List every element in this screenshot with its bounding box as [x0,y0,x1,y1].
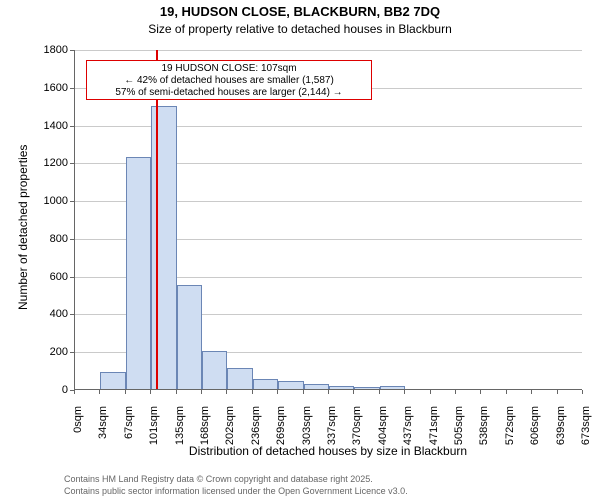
histogram-bar [253,379,278,389]
y-axis-label: Number of detached properties [16,145,30,310]
xtick-mark [480,390,481,394]
xtick-mark [557,390,558,394]
xtick-label: 370sqm [351,406,363,450]
xtick-mark [379,390,380,394]
footer-line1: Contains HM Land Registry data © Crown c… [64,474,373,484]
xtick-mark [201,390,202,394]
ytick-mark [70,314,74,315]
xtick-mark [252,390,253,394]
xtick-label: 202sqm [224,406,236,450]
ytick-label: 600 [28,271,68,283]
xtick-mark [506,390,507,394]
ytick-label: 1000 [28,195,68,207]
xtick-label: 673sqm [580,406,592,450]
histogram-bar [202,351,227,389]
xtick-label: 471sqm [428,406,440,450]
annotation-box: 19 HUDSON CLOSE: 107sqm ← 42% of detache… [86,60,372,100]
annotation-line3: 57% of semi-detached houses are larger (… [91,87,367,99]
xtick-mark [430,390,431,394]
ytick-label: 800 [28,233,68,245]
annotation-line1: 19 HUDSON CLOSE: 107sqm [91,63,367,75]
xtick-label: 236sqm [250,406,262,450]
xtick-mark [531,390,532,394]
ytick-mark [70,239,74,240]
xtick-label: 639sqm [555,406,567,450]
ytick-mark [70,50,74,51]
xtick-label: 538sqm [478,406,490,450]
histogram-bar [278,381,303,390]
histogram-bar [354,387,379,389]
xtick-label: 101sqm [148,406,160,450]
histogram-bar [126,157,151,389]
xtick-mark [74,390,75,394]
ytick-label: 200 [28,346,68,358]
xtick-mark [277,390,278,394]
ytick-mark [70,88,74,89]
xtick-label: 34sqm [97,406,109,450]
histogram-bar [329,386,354,389]
xtick-mark [303,390,304,394]
xtick-mark [150,390,151,394]
xtick-label: 437sqm [402,406,414,450]
xtick-label: 67sqm [123,406,135,450]
ytick-mark [70,201,74,202]
xtick-mark [455,390,456,394]
ytick-label: 1400 [28,120,68,132]
ytick-mark [70,126,74,127]
xtick-label: 337sqm [326,406,338,450]
xtick-label: 606sqm [529,406,541,450]
xtick-mark [582,390,583,394]
chart-wrapper: 19, HUDSON CLOSE, BLACKBURN, BB2 7DQ Siz… [0,0,600,500]
chart-title: 19, HUDSON CLOSE, BLACKBURN, BB2 7DQ [0,4,600,19]
xtick-label: 269sqm [275,406,287,450]
plot-area [74,50,582,390]
xtick-label: 572sqm [504,406,516,450]
xtick-label: 404sqm [377,406,389,450]
xtick-mark [125,390,126,394]
xtick-mark [176,390,177,394]
xtick-label: 505sqm [453,406,465,450]
property-marker-line [156,50,158,389]
annotation-line2: ← 42% of detached houses are smaller (1,… [91,75,367,87]
histogram-bar [304,384,329,389]
ytick-label: 1200 [28,157,68,169]
xtick-label: 0sqm [72,406,84,450]
footer-line2: Contains public sector information licen… [64,486,408,496]
ytick-mark [70,352,74,353]
xtick-mark [99,390,100,394]
ytick-label: 1600 [28,82,68,94]
ytick-mark [70,163,74,164]
xtick-mark [353,390,354,394]
xtick-label: 303sqm [301,406,313,450]
xtick-label: 168sqm [199,406,211,450]
ytick-label: 0 [28,384,68,396]
gridline [75,50,582,51]
xtick-label: 135sqm [174,406,186,450]
ytick-mark [70,277,74,278]
ytick-label: 400 [28,308,68,320]
xtick-mark [404,390,405,394]
ytick-label: 1800 [28,44,68,56]
chart-subtitle: Size of property relative to detached ho… [0,22,600,36]
histogram-bar [100,372,125,389]
histogram-bar [177,285,202,389]
xtick-mark [328,390,329,394]
histogram-bar [380,386,405,389]
histogram-bar [227,368,252,389]
xtick-mark [226,390,227,394]
